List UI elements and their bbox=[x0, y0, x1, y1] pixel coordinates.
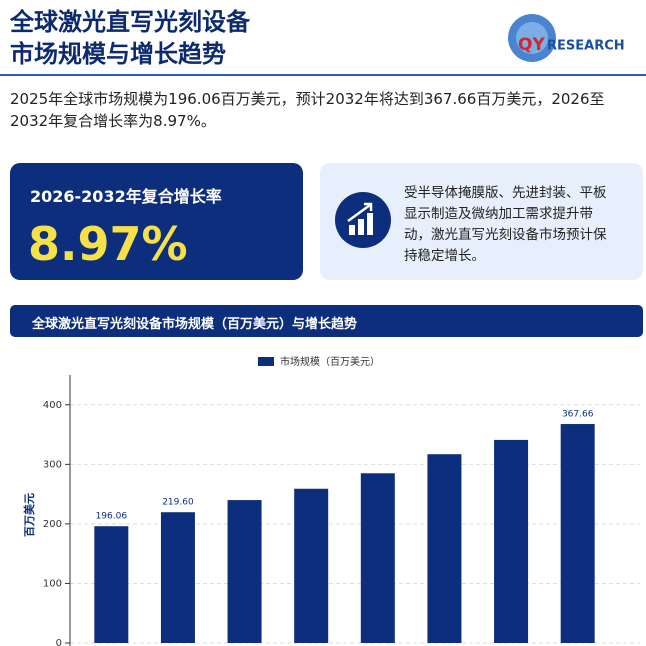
bar bbox=[560, 424, 595, 643]
y-tick-label: 200 bbox=[43, 519, 62, 530]
cagr-card: 2026-2032年复合增长率 8.97% bbox=[10, 163, 303, 280]
logo-globe-inner bbox=[516, 22, 548, 54]
title: 全球激光直写光刻设备 市场规模与增长趋势 bbox=[10, 6, 250, 70]
y-tick-label: 0 bbox=[56, 638, 62, 646]
cagr-value: 8.97% bbox=[28, 217, 188, 271]
summary: 2025年全球市场规模为196.06百万美元，预计2032年将达到367.66百… bbox=[10, 90, 605, 130]
chart-title: 全球激光直写光刻设备市场规模（百万美元）与增长趋势 bbox=[32, 317, 358, 332]
chart: 市场规模（百万美元） 百万美元 0 100 200 300 400 196.06 219.60 3… bbox=[22, 355, 640, 646]
title-line: 市场规模与增长趋势 bbox=[10, 40, 226, 68]
logo: QY RESEARCH bbox=[508, 14, 625, 62]
legend-swatch bbox=[258, 357, 274, 366]
chart-header: 全球激光直写光刻设备市场规模（百万美元）与增长趋势 bbox=[10, 305, 643, 337]
bar bbox=[294, 488, 329, 643]
cagr-label: 2026-2032年复合增长率 bbox=[30, 187, 222, 206]
bar bbox=[494, 439, 529, 643]
y-axis-label: 百万美元 bbox=[22, 493, 36, 537]
driver-text: 受半导体掩膜版、先进封装、平板显示制造及微纳加工需求提升带动，激光直写光刻设备市… bbox=[404, 185, 607, 264]
bar bbox=[94, 526, 129, 643]
y-tick-label: 300 bbox=[43, 459, 62, 470]
logo-qy: QY bbox=[518, 35, 545, 55]
driver-card: 受半导体掩膜版、先进封装、平板显示制造及微纳加工需求提升带动，激光直写光刻设备市… bbox=[320, 163, 643, 280]
y-tick-label: 100 bbox=[43, 578, 62, 589]
growth-icon bbox=[335, 192, 391, 248]
logo-research: RESEARCH bbox=[547, 39, 625, 54]
bar bbox=[427, 454, 462, 643]
bar bbox=[227, 500, 262, 643]
legend-label: 市场规模（百万美元） bbox=[280, 355, 380, 368]
value-label: 367.66 bbox=[562, 410, 594, 420]
y-tick-label: 400 bbox=[43, 400, 62, 411]
value-label: 196.06 bbox=[96, 512, 128, 522]
divider bbox=[0, 74, 646, 76]
title-line: 全球激光直写光刻设备 bbox=[10, 8, 250, 36]
bar bbox=[360, 473, 395, 643]
bar bbox=[160, 512, 195, 643]
value-label: 219.60 bbox=[162, 498, 194, 508]
